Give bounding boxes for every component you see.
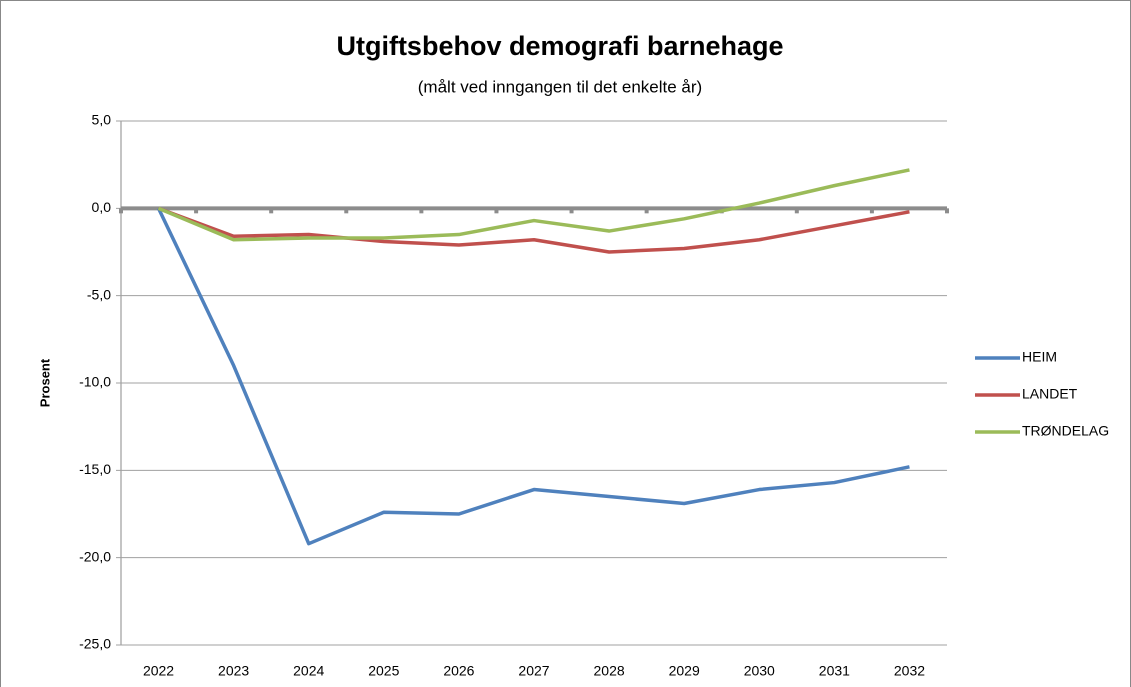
x-tick-label: 2026: [443, 663, 474, 679]
y-tick-label: -10,0: [79, 374, 111, 390]
y-tick-label: -15,0: [79, 461, 111, 477]
series-line: [156, 207, 910, 546]
x-tick-label: 2032: [894, 663, 925, 679]
series-line: [157, 206, 910, 254]
y-tick-label: -20,0: [79, 548, 111, 564]
chart-title: Utgiftsbehov demografi barnehage: [336, 31, 783, 61]
series-line: [157, 168, 910, 242]
legend-label: LANDET: [1022, 386, 1078, 402]
y-tick-label: -5,0: [87, 286, 111, 302]
x-tick-label: 2030: [744, 663, 775, 679]
y-tick-label: 5,0: [92, 112, 112, 128]
x-tick-label: 2028: [594, 663, 625, 679]
x-tick-label: 2025: [368, 663, 399, 679]
y-tick-label: 0,0: [92, 199, 112, 215]
x-tick-label: 2023: [218, 663, 249, 679]
x-tick-label: 2029: [669, 663, 700, 679]
legend-label: TRØNDELAG: [1022, 423, 1109, 439]
x-tick-label: 2031: [819, 663, 850, 679]
x-tick-label: 2027: [518, 663, 549, 679]
x-tick-label: 2024: [293, 663, 324, 679]
y-tick-label: -25,0: [79, 636, 111, 652]
y-axis-label: Prosent: [37, 358, 52, 407]
legend-label: HEIM: [1022, 349, 1057, 365]
chart-subtitle: (målt ved inngangen til det enkelte år): [418, 77, 702, 96]
x-tick-label: 2022: [143, 663, 174, 679]
